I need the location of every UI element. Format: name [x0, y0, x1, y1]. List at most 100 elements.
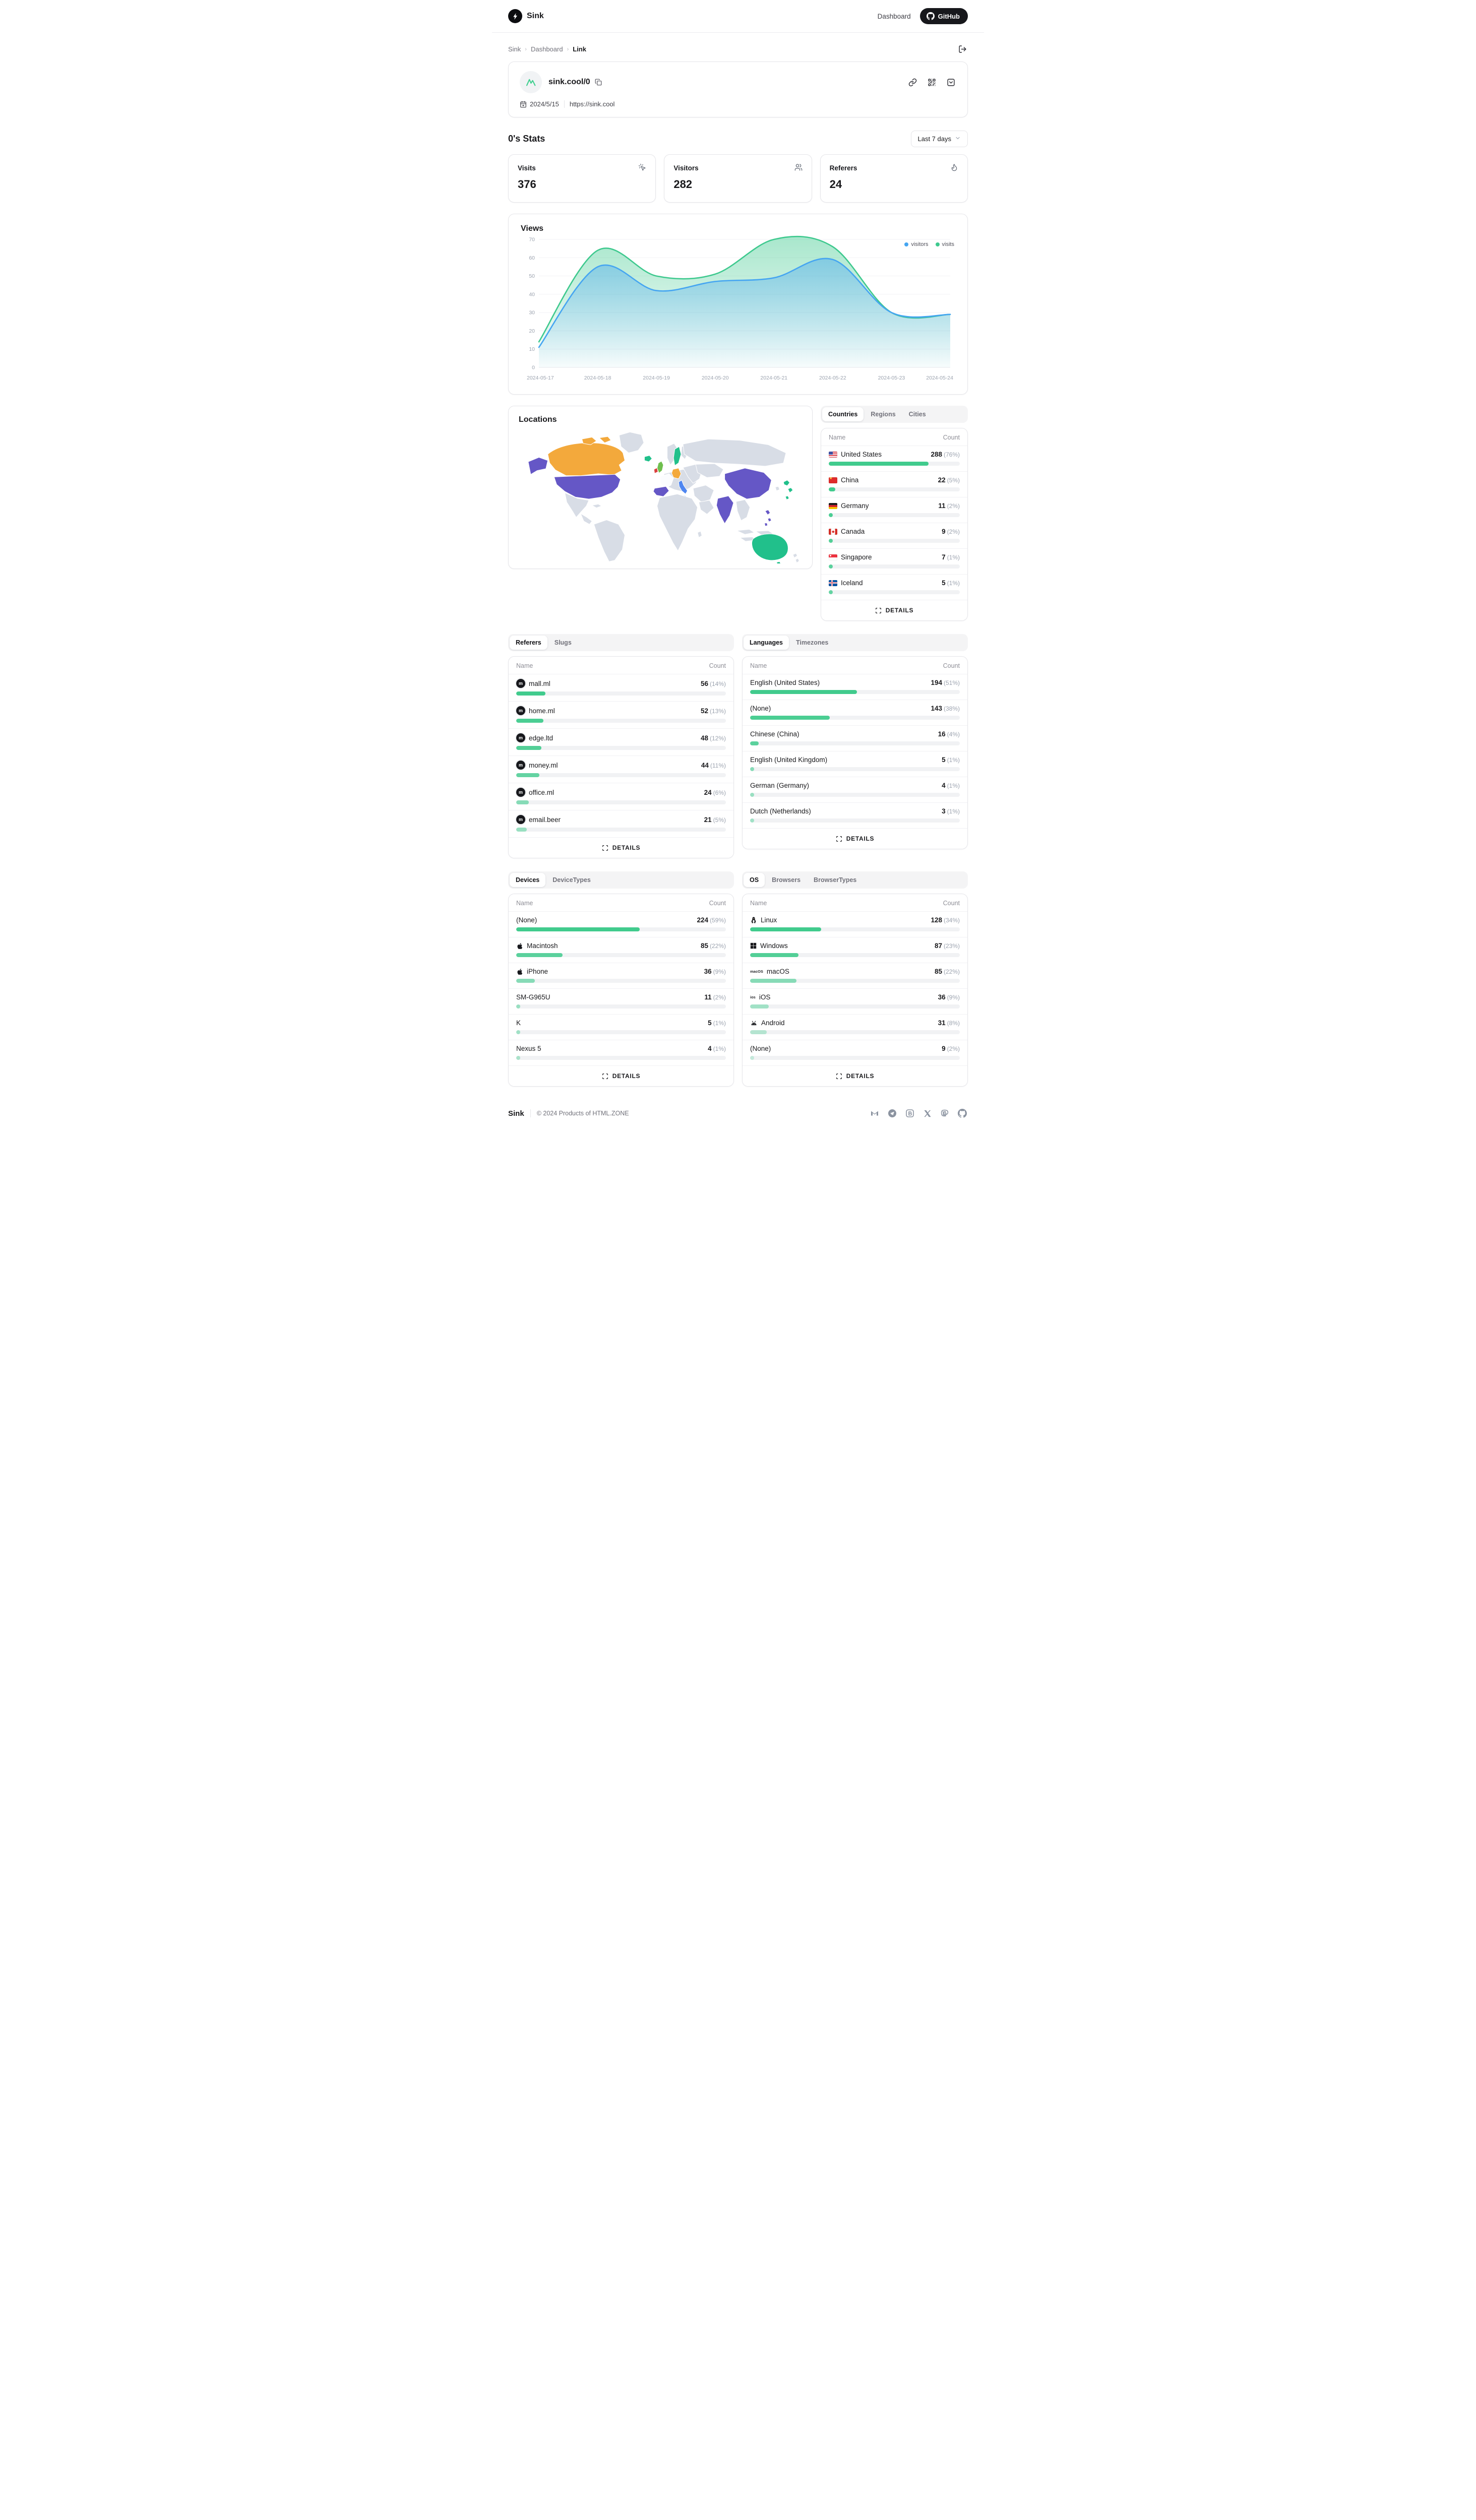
- world-map[interactable]: [519, 426, 803, 563]
- svg-text:2024-05-18: 2024-05-18: [584, 375, 611, 381]
- progress-bar: [516, 719, 726, 723]
- details-label: DETAILS: [846, 835, 875, 842]
- tab-browsertypes[interactable]: BrowserTypes: [808, 873, 863, 887]
- breadcrumb-row: Sink › Dashboard › Link: [508, 44, 968, 54]
- more-menu-icon[interactable]: [946, 77, 956, 88]
- mastodon-icon[interactable]: [939, 1108, 950, 1119]
- svg-text:2024-05-19: 2024-05-19: [643, 375, 670, 381]
- referers-section: Referers Slugs Name Count m mall.ml 56 (14%…: [508, 634, 734, 858]
- row-count: 3 (1%): [942, 807, 960, 815]
- table-row: Singapore 7 (1%): [821, 548, 967, 574]
- locations-title: Locations: [519, 415, 557, 424]
- table-row: Chinese (China) 16 (4%): [743, 725, 967, 751]
- github-icon[interactable]: [957, 1108, 968, 1119]
- tab-browsers[interactable]: Browsers: [766, 873, 807, 887]
- svg-text:2024-05-23: 2024-05-23: [878, 375, 905, 381]
- expand-icon: [602, 1073, 608, 1079]
- qr-code-icon[interactable]: [927, 77, 937, 88]
- legend-item-visits[interactable]: visits: [935, 241, 954, 247]
- row-count: 7 (1%): [942, 553, 960, 561]
- copy-link-button[interactable]: [594, 78, 602, 86]
- svg-text:70: 70: [529, 237, 535, 243]
- svg-text:2024-05-24: 2024-05-24: [926, 375, 953, 381]
- progress-bar: [829, 590, 960, 594]
- row-percent: (13%): [709, 707, 726, 715]
- referers-table-card: Name Count m mall.ml 56 (14%) m home.ml 52(…: [508, 656, 734, 858]
- github-button[interactable]: GitHub: [919, 8, 968, 24]
- x-twitter-icon[interactable]: [922, 1108, 933, 1119]
- svg-text:2024-05-17: 2024-05-17: [527, 375, 554, 381]
- details-button[interactable]: DETAILS: [821, 600, 967, 620]
- details-label: DETAILS: [612, 844, 641, 851]
- progress-bar: [516, 1056, 726, 1060]
- users-icon: [794, 163, 803, 173]
- favicon: m: [516, 706, 525, 715]
- svg-text:40: 40: [529, 291, 535, 297]
- row-percent: (34%): [943, 917, 960, 924]
- link-icon[interactable]: [907, 77, 918, 88]
- breadcrumb-root[interactable]: Sink: [508, 45, 521, 53]
- tab-referers[interactable]: Referers: [510, 636, 547, 650]
- details-button[interactable]: DETAILS: [743, 1065, 967, 1086]
- expand-icon: [875, 607, 881, 613]
- breadcrumb: Sink › Dashboard › Link: [508, 45, 586, 53]
- tab-languages[interactable]: Languages: [744, 636, 789, 650]
- row-percent: (22%): [943, 968, 960, 975]
- details-button[interactable]: DETAILS: [509, 1065, 733, 1086]
- expand-icon: [836, 1073, 842, 1079]
- progress-bar: [829, 487, 960, 491]
- svg-text:2024-05-22: 2024-05-22: [819, 375, 846, 381]
- link-title-group: sink.cool/0: [548, 78, 602, 87]
- table-row: m home.ml 52 (13%): [509, 701, 733, 728]
- row-count: 194 (51%): [931, 679, 960, 686]
- tab-countries[interactable]: Countries: [822, 407, 864, 421]
- details-button[interactable]: DETAILS: [743, 828, 967, 849]
- row-percent: (1%): [947, 808, 960, 815]
- nav-dashboard-link[interactable]: Dashboard: [877, 12, 911, 20]
- row-name: iPhone: [527, 968, 548, 975]
- stat-label: Referers: [829, 164, 857, 172]
- period-select[interactable]: Last 7 days: [910, 131, 968, 147]
- breadcrumb-dashboard[interactable]: Dashboard: [530, 45, 563, 53]
- row-percent: (2%): [947, 502, 960, 510]
- tab-os[interactable]: OS: [744, 873, 765, 887]
- row-percent: (23%): [943, 942, 960, 950]
- tab-timezones[interactable]: Timezones: [790, 636, 834, 650]
- progress-bar: [516, 1030, 726, 1034]
- table-row: (None) 143 (38%): [743, 700, 967, 725]
- column-count: Count: [709, 900, 726, 907]
- os-table-card: Name Count Linux 128 (34%) Windows 87 (23%…: [742, 894, 968, 1087]
- progress-bar: [750, 793, 960, 797]
- tab-regions[interactable]: Regions: [865, 407, 901, 421]
- table-row: ios iOS 36 (9%): [743, 988, 967, 1014]
- row-name: English (United States): [750, 679, 820, 686]
- row-count: 128 (34%): [931, 916, 960, 924]
- link-target-url[interactable]: https://sink.cool: [569, 100, 615, 108]
- tab-slugs[interactable]: Slugs: [548, 636, 578, 650]
- app-header: Sink Dashboard GitHub: [492, 0, 984, 33]
- chevron-right-icon: ›: [525, 46, 527, 52]
- row-percent: (59%): [709, 917, 726, 924]
- email-icon[interactable]: [869, 1108, 880, 1119]
- legend-item-visitors[interactable]: visitors: [904, 241, 929, 247]
- expand-icon: [836, 836, 842, 842]
- row-percent: (8%): [947, 1020, 960, 1027]
- column-count: Count: [943, 434, 960, 441]
- tab-devices[interactable]: Devices: [510, 873, 546, 887]
- tab-devicetypes[interactable]: DeviceTypes: [546, 873, 597, 887]
- logout-button[interactable]: [957, 44, 968, 54]
- flame-icon: [950, 163, 958, 173]
- row-percent: (4%): [947, 731, 960, 738]
- tab-cities[interactable]: Cities: [903, 407, 932, 421]
- row-percent: (14%): [709, 680, 726, 687]
- row-count: 48 (12%): [700, 734, 726, 742]
- row-name: English (United Kingdom): [750, 756, 828, 764]
- footer-brand: Sink: [508, 1109, 524, 1118]
- row-name: Dutch (Netherlands): [750, 807, 811, 815]
- apple-icon: [516, 942, 523, 950]
- details-label: DETAILS: [612, 1073, 641, 1080]
- blog-icon[interactable]: [904, 1108, 915, 1119]
- telegram-icon[interactable]: [887, 1108, 898, 1119]
- stat-value: 24: [829, 178, 842, 191]
- details-button[interactable]: DETAILS: [509, 837, 733, 858]
